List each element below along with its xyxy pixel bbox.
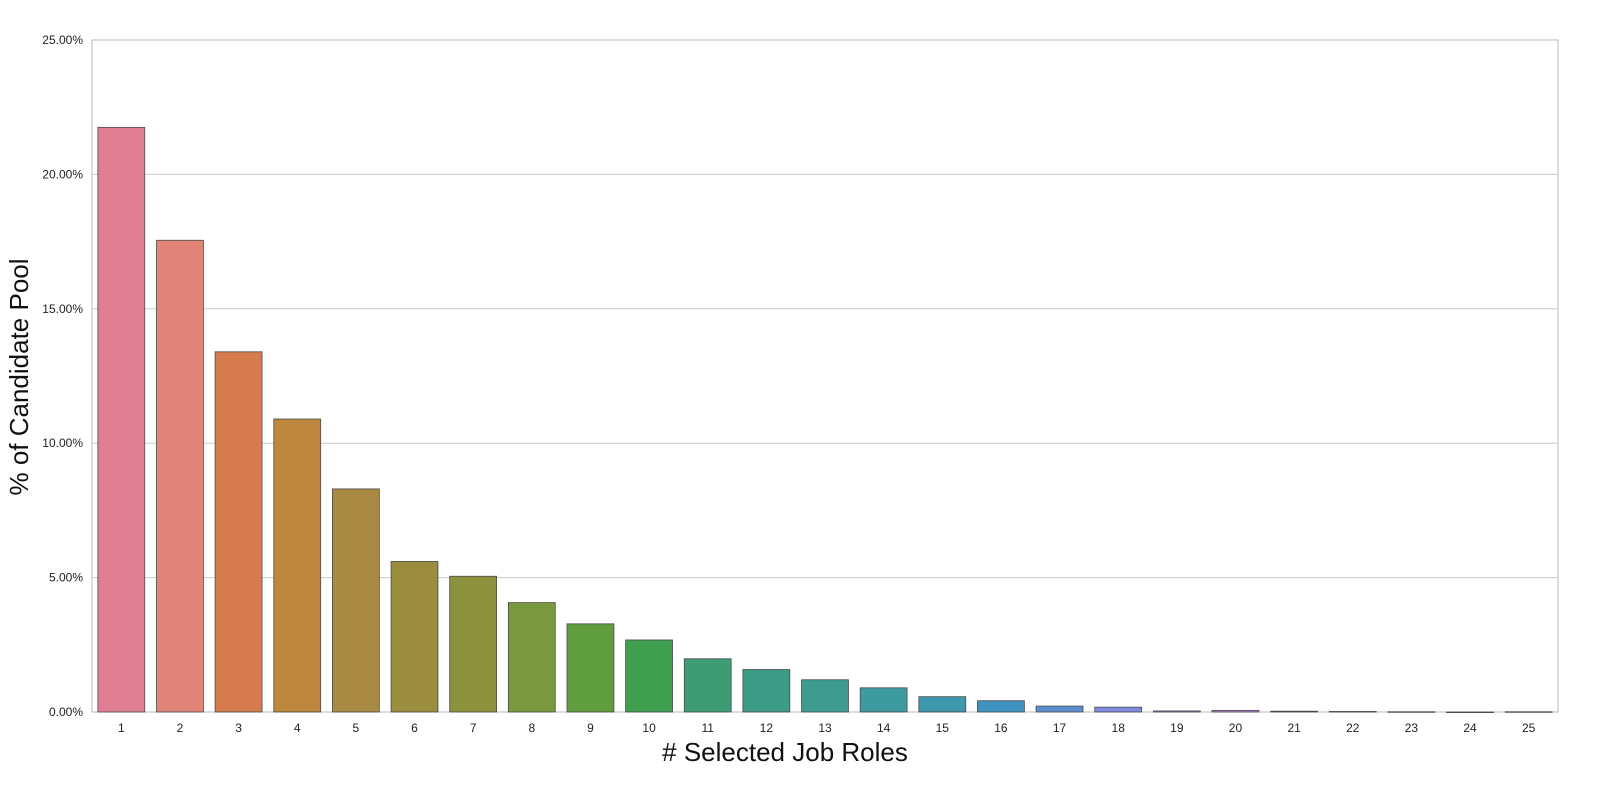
- bar-22: [1328, 711, 1377, 713]
- x-tick-label: 3: [235, 721, 242, 735]
- y-tick-label: 0.00%: [49, 705, 83, 719]
- y-tick-label: 25.00%: [42, 33, 83, 47]
- x-tick-label: 2: [177, 721, 184, 735]
- bar-4: [273, 418, 322, 713]
- x-tick-labels: 1 2 3 4 5 6 7 8 9 10 11 12 13 14 15 16 17 18 19 20 21 22 23 24 2…: [118, 721, 1536, 735]
- x-tick-label: 18: [1112, 721, 1126, 735]
- x-tick-label: 4: [294, 721, 301, 735]
- x-tick-label: 8: [528, 721, 535, 735]
- bar-7: [449, 575, 498, 713]
- y-tick-label: 5.00%: [49, 571, 83, 585]
- bar-20: [1211, 709, 1260, 713]
- y-tick-label: 15.00%: [42, 302, 83, 316]
- x-tick-label: 21: [1287, 721, 1301, 735]
- x-tick-label: 1: [118, 721, 125, 735]
- x-tick-label: 25: [1522, 721, 1536, 735]
- bar-13: [801, 679, 849, 713]
- bar-9: [566, 623, 615, 713]
- bar-17: [1035, 705, 1084, 713]
- bars: [97, 126, 1553, 714]
- bar-14: [859, 687, 908, 713]
- bar-6: [390, 561, 439, 713]
- y-tick-label: 10.00%: [42, 436, 83, 450]
- x-tick-label: 17: [1053, 721, 1067, 735]
- bar-3: [214, 351, 263, 713]
- x-axis-title: # Selected Job Roles: [662, 737, 908, 767]
- bar-10: [625, 639, 673, 713]
- x-tick-label: 5: [353, 721, 360, 735]
- x-tick-label: 7: [470, 721, 477, 735]
- y-axis-title: % of Candidate Pool: [4, 258, 34, 495]
- x-tick-label: 10: [642, 721, 656, 735]
- bar-12: [742, 669, 791, 713]
- bar-18: [1094, 706, 1143, 713]
- y-tick-labels: 0.00% 5.00% 10.00% 15.00% 20.00% 25.00%: [42, 33, 83, 719]
- x-tick-label: 19: [1170, 721, 1184, 735]
- x-tick-label: 6: [411, 721, 418, 735]
- x-tick-label: 12: [760, 721, 774, 735]
- x-tick-label: 24: [1463, 721, 1477, 735]
- bar-11: [683, 658, 732, 713]
- x-tick-label: 11: [701, 721, 714, 735]
- bar-15: [918, 696, 967, 713]
- bar-1: [97, 126, 146, 713]
- bar-25: [1504, 711, 1553, 713]
- x-tick-label: 23: [1405, 721, 1419, 735]
- bar-24: [1446, 711, 1494, 714]
- x-tick-label: 16: [994, 721, 1008, 735]
- bar-16: [977, 700, 1025, 713]
- x-tick-label: 9: [587, 721, 594, 735]
- bar-5: [332, 488, 380, 713]
- x-tick-label: 20: [1229, 721, 1243, 735]
- bar-8: [507, 602, 556, 713]
- x-tick-label: 14: [877, 721, 891, 735]
- bar-21: [1270, 710, 1318, 713]
- bar-19: [1152, 710, 1201, 713]
- x-tick-label: 22: [1346, 721, 1360, 735]
- x-tick-label: 15: [936, 721, 950, 735]
- bar-23: [1387, 711, 1436, 713]
- x-tick-label: 13: [818, 721, 832, 735]
- y-tick-label: 20.00%: [42, 167, 83, 181]
- bar-2: [156, 239, 204, 713]
